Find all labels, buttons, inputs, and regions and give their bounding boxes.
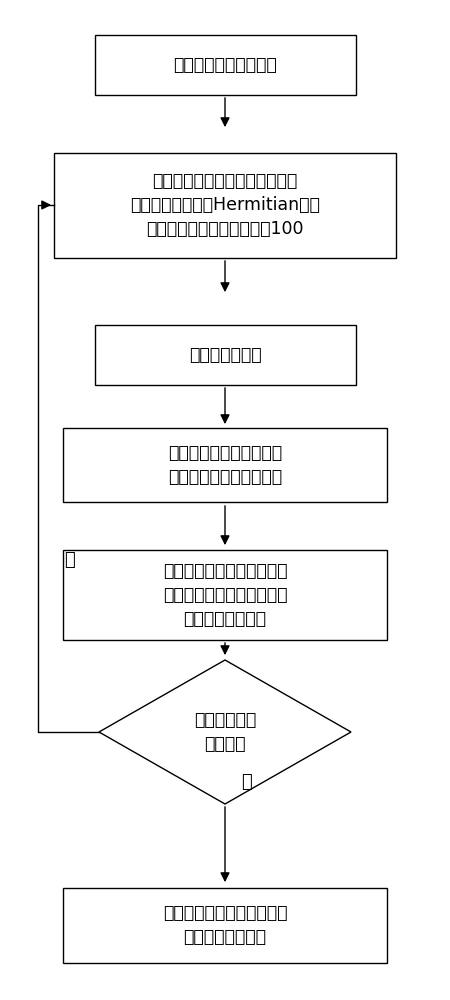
Bar: [63, 428, 387, 502]
Polygon shape: [99, 660, 351, 804]
Text: 将接收的干扰信号作为整
体，求出干扰协方差矩阵: 将接收的干扰信号作为整 体，求出干扰协方差矩阵: [168, 444, 282, 486]
Text: 干扰抑制矩阵的列向量为干
扰协方差矩阵最小的特征值
对应的的特征向量: 干扰抑制矩阵的列向量为干 扰协方差矩阵最小的特征值 对应的的特征向量: [163, 562, 287, 628]
Bar: [63, 888, 387, 962]
Bar: [94, 325, 356, 385]
Text: 随机生成干扰抑制矩阵: 随机生成干扰抑制矩阵: [173, 56, 277, 74]
Bar: [54, 152, 396, 257]
Bar: [63, 550, 387, 640]
Text: 正交标准化所有的预编码矩
阵和干扰抑制矩阵: 正交标准化所有的预编码矩 阵和干扰抑制矩阵: [163, 904, 287, 946]
Text: 否: 否: [64, 551, 75, 569]
Bar: [94, 35, 356, 95]
Text: 是: 是: [241, 773, 252, 791]
Text: 计算预编码矩阵: 计算预编码矩阵: [189, 346, 261, 364]
Text: 计算干扰映射矩阵的核范数，强
制期望信号矩阵为Hermitian正定
矩阵，最小特征值大于等于100: 计算干扰映射矩阵的核范数，强 制期望信号矩阵为Hermitian正定 矩阵，最小…: [130, 172, 320, 238]
Text: 进行完所有的
迭代次数: 进行完所有的 迭代次数: [194, 711, 256, 753]
